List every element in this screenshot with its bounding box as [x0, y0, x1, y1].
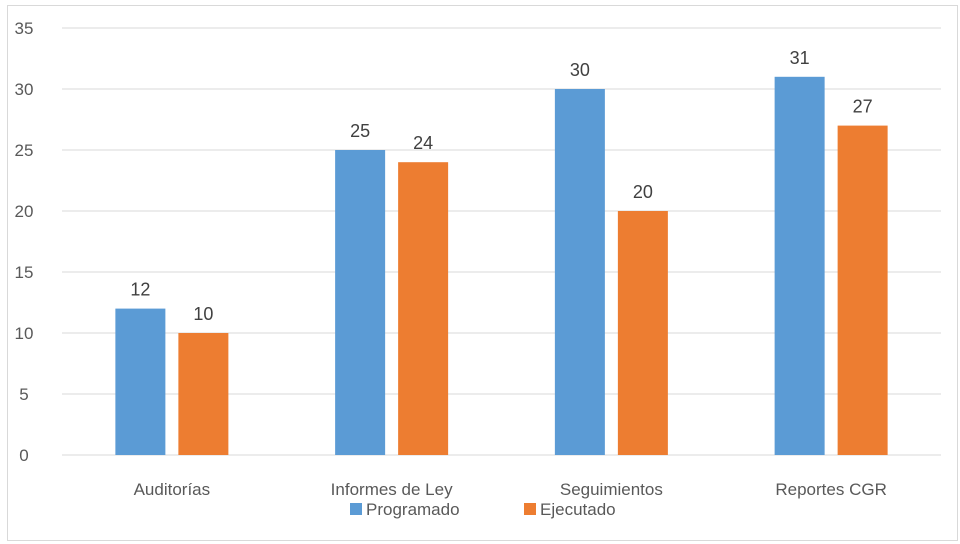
y-tick-label: 30 — [15, 80, 34, 99]
data-labels: 12 10 25 24 30 20 31 27 — [130, 48, 872, 324]
bar-programado — [115, 308, 166, 455]
y-tick-label: 35 — [15, 19, 34, 38]
y-tick-label: 0 — [19, 446, 28, 465]
data-label: 31 — [790, 48, 810, 68]
x-axis-ticks: Auditorías Informes de Ley Seguimientos Rep… — [134, 480, 887, 499]
data-label: 27 — [853, 97, 873, 117]
y-tick-label: 5 — [19, 385, 28, 404]
x-tick-label: Reportes CGR — [775, 480, 886, 499]
y-tick-label: 25 — [15, 141, 34, 160]
bar-ejecutado — [178, 333, 229, 455]
bars — [115, 76, 888, 456]
data-label: 20 — [633, 182, 653, 202]
y-tick-label: 20 — [15, 202, 34, 221]
y-tick-label: 15 — [15, 263, 34, 282]
bar-programado — [554, 89, 605, 455]
data-label: 24 — [413, 133, 433, 153]
x-tick-label: Auditorías — [134, 480, 211, 499]
x-tick-label: Seguimientos — [560, 480, 663, 499]
x-tick-label: Informes de Ley — [331, 480, 453, 499]
legend-label-programado: Programado — [366, 500, 460, 519]
bar-ejecutado — [837, 125, 888, 455]
legend-swatch-ejecutado — [524, 503, 536, 515]
data-label: 25 — [350, 121, 370, 141]
bar-programado — [774, 76, 825, 456]
bar-ejecutado — [617, 211, 668, 455]
y-axis-ticks: 0 5 10 15 20 25 30 35 — [15, 19, 34, 465]
bar-ejecutado — [398, 162, 449, 455]
y-tick-label: 10 — [15, 324, 34, 343]
data-label: 30 — [570, 60, 590, 80]
bar-programado — [335, 150, 386, 455]
legend-label-ejecutado: Ejecutado — [540, 500, 616, 519]
legend: Programado Ejecutado — [350, 500, 616, 519]
data-label: 12 — [130, 280, 150, 300]
legend-swatch-programado — [350, 503, 362, 515]
data-label: 10 — [193, 304, 213, 324]
